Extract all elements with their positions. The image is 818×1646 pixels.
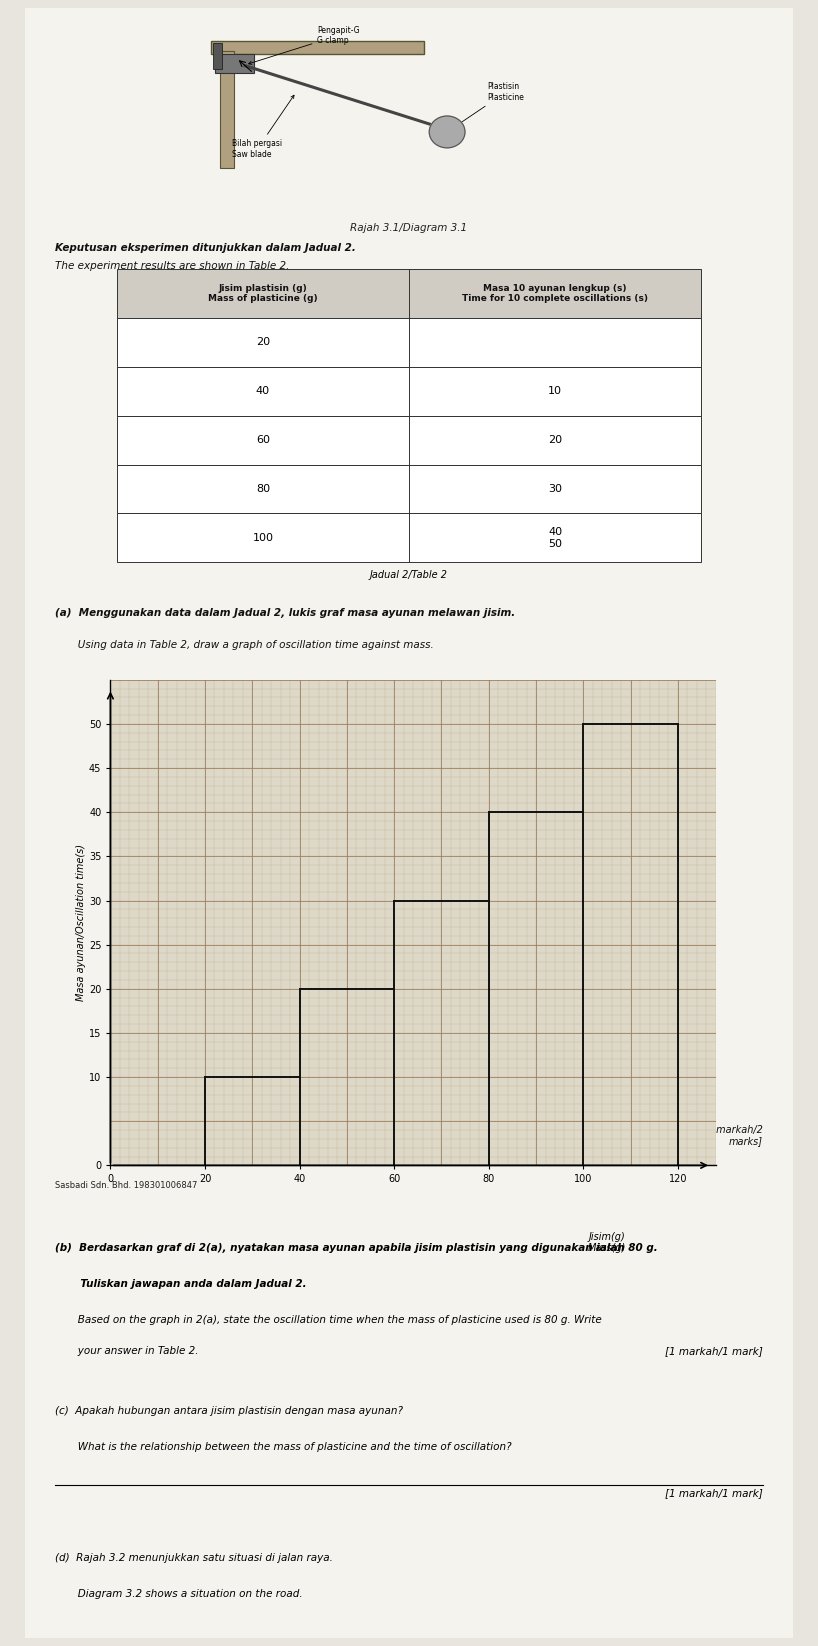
Text: 60: 60 <box>256 435 270 444</box>
Text: The experiment results are shown in Table 2.: The experiment results are shown in Tabl… <box>56 260 290 272</box>
Bar <box>117 514 701 563</box>
Y-axis label: Masa ayunan/Oscillation time(s): Masa ayunan/Oscillation time(s) <box>76 844 86 1001</box>
Text: Diagram 3.2 shows a situation on the road.: Diagram 3.2 shows a situation on the roa… <box>56 1588 303 1598</box>
Text: [1 markah/1 mark]: [1 markah/1 mark] <box>665 1346 762 1356</box>
Text: (b)  Berdasarkan graf di 2(a), nyatakan masa ayunan apabila jisim plastisin yang: (b) Berdasarkan graf di 2(a), nyatakan m… <box>56 1243 658 1253</box>
Text: 80: 80 <box>256 484 270 494</box>
Text: Jadual 2/Table 2: Jadual 2/Table 2 <box>370 571 448 581</box>
Text: [2 markah/2
marks]: [2 markah/2 marks] <box>703 1124 762 1146</box>
Text: Tuliskan jawapan anda dalam Jadual 2.: Tuliskan jawapan anda dalam Jadual 2. <box>56 1279 307 1289</box>
Text: Rajah 3.1/Diagram 3.1: Rajah 3.1/Diagram 3.1 <box>350 224 468 234</box>
Bar <box>215 54 254 74</box>
Text: 30: 30 <box>548 484 562 494</box>
Text: Sasbadi Sdn. Bhd. 198301006847: Sasbadi Sdn. Bhd. 198301006847 <box>56 1182 198 1190</box>
Bar <box>117 416 701 464</box>
Text: 10: 10 <box>548 387 562 397</box>
Text: Pengapit-G
G clamp: Pengapit-G G clamp <box>249 26 360 64</box>
Bar <box>213 43 222 69</box>
Text: [1 markah/1 mark]: [1 markah/1 mark] <box>665 1488 762 1498</box>
Text: (a)  Menggunakan data dalam Jadual 2, lukis graf masa ayunan melawan jisim.: (a) Menggunakan data dalam Jadual 2, luk… <box>56 607 515 617</box>
Bar <box>117 268 701 318</box>
Text: your answer in Table 2.: your answer in Table 2. <box>56 1346 199 1356</box>
Bar <box>117 367 701 416</box>
Text: (d)  Rajah 3.2 menunjukkan satu situasi di jalan raya.: (d) Rajah 3.2 menunjukkan satu situasi d… <box>56 1554 333 1564</box>
Bar <box>117 464 701 514</box>
Text: 20: 20 <box>256 337 270 347</box>
Circle shape <box>429 115 465 148</box>
Text: Bilah pergasi
Saw blade: Bilah pergasi Saw blade <box>232 95 294 158</box>
Text: (c)  Apakah hubungan antara jisim plastisin dengan masa ayunan?: (c) Apakah hubungan antara jisim plastis… <box>56 1406 403 1416</box>
Text: Using data in Table 2, draw a graph of oscillation time against mass.: Using data in Table 2, draw a graph of o… <box>56 640 434 650</box>
Bar <box>211 41 424 54</box>
Bar <box>117 318 701 367</box>
Text: Based on the graph in 2(a), state the oscillation time when the mass of plastici: Based on the graph in 2(a), state the os… <box>56 1315 602 1325</box>
Text: Plastisin
Plasticine: Plastisin Plasticine <box>450 82 524 130</box>
Text: 40
50: 40 50 <box>548 527 562 548</box>
Text: Keputusan eksperimen ditunjukkan dalam Jadual 2.: Keputusan eksperimen ditunjukkan dalam J… <box>56 244 356 253</box>
Text: 20: 20 <box>548 435 562 444</box>
Bar <box>219 51 235 168</box>
Text: 100: 100 <box>253 533 273 543</box>
Text: What is the relationship between the mass of plasticine and the time of oscillat: What is the relationship between the mas… <box>56 1442 512 1452</box>
Text: Masa 10 ayunan lengkup (s)
Time for 10 complete oscillations (s): Masa 10 ayunan lengkup (s) Time for 10 c… <box>462 283 648 303</box>
Text: 40: 40 <box>256 387 270 397</box>
Text: Jisim(g)
Mass(g): Jisim(g) Mass(g) <box>587 1231 626 1253</box>
Text: Jisim plastisin (g)
Mass of plasticine (g): Jisim plastisin (g) Mass of plasticine (… <box>208 283 317 303</box>
